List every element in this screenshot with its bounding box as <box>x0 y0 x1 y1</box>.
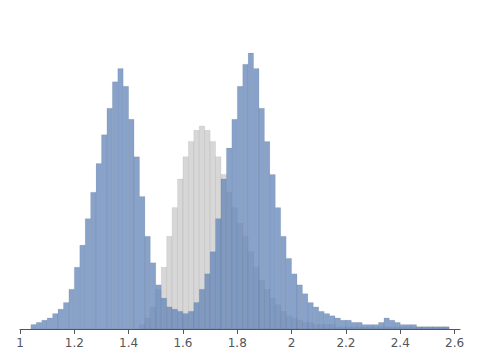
svg-text:2.4: 2.4 <box>391 336 410 350</box>
svg-text:1.4: 1.4 <box>119 336 138 350</box>
svg-text:2.2: 2.2 <box>336 336 355 350</box>
svg-text:1.6: 1.6 <box>173 336 192 350</box>
svg-text:1.2: 1.2 <box>65 336 84 350</box>
svg-text:1.8: 1.8 <box>228 336 247 350</box>
svg-text:2: 2 <box>288 336 296 350</box>
svg-text:1: 1 <box>16 336 24 350</box>
svg-text:2.6: 2.6 <box>445 336 464 350</box>
